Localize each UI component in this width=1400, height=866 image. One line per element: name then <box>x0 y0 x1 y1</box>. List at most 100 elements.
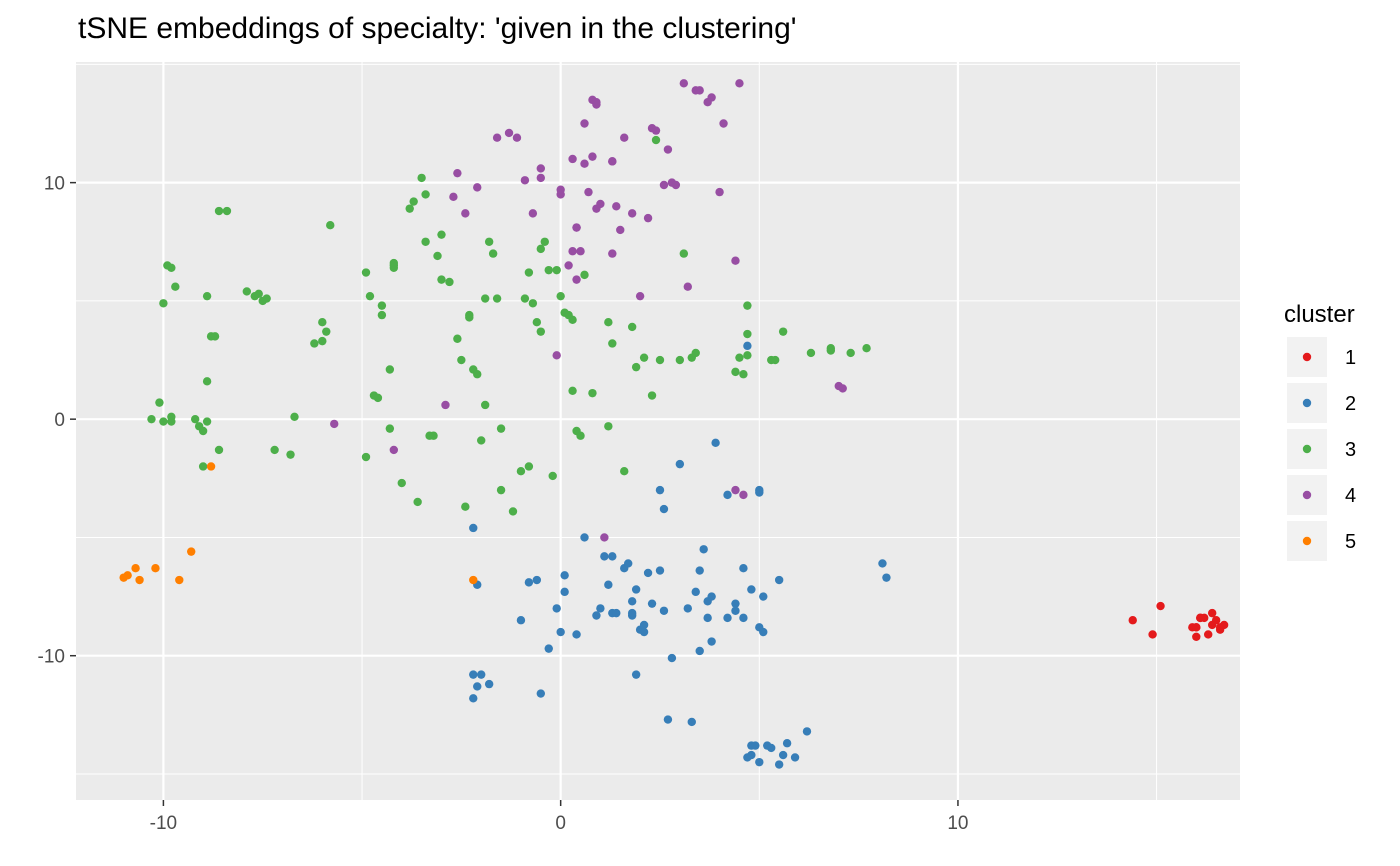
data-point-cluster-2 <box>556 627 565 637</box>
data-point-cluster-5 <box>131 563 140 573</box>
data-point-cluster-3 <box>739 370 748 379</box>
data-point-cluster-5 <box>187 547 196 556</box>
data-point-cluster-1 <box>1200 613 1209 623</box>
data-point-cluster-2 <box>782 739 792 748</box>
data-point-cluster-2 <box>469 670 478 679</box>
data-point-cluster-5 <box>123 571 132 580</box>
data-point-cluster-3 <box>413 497 422 507</box>
data-point-cluster-4 <box>453 168 462 178</box>
data-point-cluster-4 <box>715 187 724 197</box>
data-point-cluster-3 <box>556 291 565 301</box>
data-point-cluster-2 <box>469 523 478 533</box>
data-point-cluster-4 <box>580 159 589 168</box>
data-point-cluster-3 <box>322 327 331 336</box>
data-point-cluster-3 <box>421 237 430 246</box>
data-point-cluster-2 <box>631 670 641 679</box>
data-point-cluster-2 <box>643 568 653 578</box>
data-point-cluster-3 <box>687 353 696 362</box>
data-point-cluster-3 <box>496 424 506 433</box>
data-point-cluster-3 <box>536 244 546 254</box>
data-point-cluster-3 <box>524 268 534 277</box>
legend-label: 4 <box>1345 485 1356 507</box>
data-point-cluster-3 <box>318 317 327 327</box>
data-point-cluster-3 <box>262 294 271 303</box>
data-point-cluster-3 <box>290 412 299 422</box>
data-point-cluster-3 <box>457 355 466 365</box>
data-point-cluster-2 <box>731 599 740 608</box>
data-point-cluster-4 <box>600 533 609 542</box>
data-point-cluster-2 <box>536 689 546 698</box>
major-gridlines <box>76 62 1240 800</box>
data-point-cluster-1 <box>1211 616 1221 625</box>
data-point-cluster-1 <box>1192 632 1201 641</box>
data-point-cluster-3 <box>326 221 335 230</box>
legend-label: 5 <box>1345 531 1356 553</box>
data-point-cluster-2 <box>695 646 704 656</box>
data-point-cluster-3 <box>214 445 224 455</box>
data-point-cluster-3 <box>167 263 176 272</box>
data-point-cluster-3 <box>453 334 462 343</box>
data-point-cluster-3 <box>242 287 252 296</box>
data-point-cluster-2 <box>524 578 534 587</box>
data-point-cluster-4 <box>528 209 538 218</box>
data-point-cluster-2 <box>699 545 708 554</box>
data-point-cluster-2 <box>667 653 677 663</box>
data-point-cluster-3 <box>568 386 577 395</box>
data-point-cluster-4 <box>739 490 748 500</box>
legend: cluster 1 2 3 4 5 <box>1284 301 1356 561</box>
legend-label: 3 <box>1345 439 1356 461</box>
data-point-cluster-3 <box>270 445 279 455</box>
data-point-cluster-2 <box>707 637 716 646</box>
data-point-cluster-4 <box>627 209 637 218</box>
data-point-cluster-2 <box>639 627 649 637</box>
data-point-cluster-3 <box>548 471 557 481</box>
data-point-cluster-3 <box>496 485 506 495</box>
data-point-cluster-2 <box>739 613 748 623</box>
data-point-cluster-4 <box>520 176 530 185</box>
data-point-cluster-1 <box>1128 616 1137 625</box>
data-point-cluster-4 <box>635 291 645 301</box>
data-point-cluster-2 <box>687 717 696 727</box>
data-point-cluster-3 <box>361 452 371 462</box>
data-point-cluster-3 <box>473 370 482 379</box>
data-point-cluster-3 <box>397 478 406 488</box>
data-point-cluster-4 <box>473 183 482 192</box>
data-point-cluster-2 <box>647 599 657 608</box>
data-point-cluster-4 <box>707 93 716 102</box>
data-point-cluster-2 <box>707 592 716 601</box>
legend-key-swatch <box>1302 352 1312 362</box>
data-point-cluster-2 <box>759 627 768 637</box>
data-point-cluster-2 <box>882 573 891 582</box>
data-point-cluster-2 <box>612 608 621 618</box>
legend-key-swatch <box>1302 490 1312 500</box>
data-point-cluster-2 <box>580 533 589 542</box>
data-point-cluster-3 <box>286 450 295 459</box>
data-point-cluster-2 <box>675 459 685 469</box>
data-point-cluster-4 <box>536 173 546 183</box>
data-point-cluster-3 <box>492 294 502 303</box>
data-point-cluster-3 <box>190 414 200 424</box>
data-point-cluster-1 <box>1219 620 1229 630</box>
data-point-cluster-3 <box>429 431 438 440</box>
legend-key-swatch <box>1302 444 1312 454</box>
data-point-cluster-2 <box>627 597 637 606</box>
data-point-cluster-3 <box>520 294 530 303</box>
data-point-cluster-4 <box>504 128 514 138</box>
y-tick-label: 10 <box>44 174 65 195</box>
data-point-cluster-5 <box>175 575 184 585</box>
data-point-cluster-2 <box>759 592 768 601</box>
data-point-cluster-4 <box>461 209 470 218</box>
data-point-cluster-3 <box>417 173 426 183</box>
data-point-cluster-2 <box>743 341 752 351</box>
data-point-cluster-2 <box>560 571 569 580</box>
data-point-cluster-2 <box>572 630 581 639</box>
data-point-cluster-3 <box>655 355 665 365</box>
data-point-cluster-2 <box>663 715 673 724</box>
data-point-cluster-3 <box>254 289 263 299</box>
data-point-cluster-2 <box>655 485 665 495</box>
data-point-cluster-3 <box>310 339 319 348</box>
data-point-cluster-3 <box>568 315 577 325</box>
data-point-cluster-3 <box>147 414 156 424</box>
data-point-cluster-3 <box>604 317 613 327</box>
